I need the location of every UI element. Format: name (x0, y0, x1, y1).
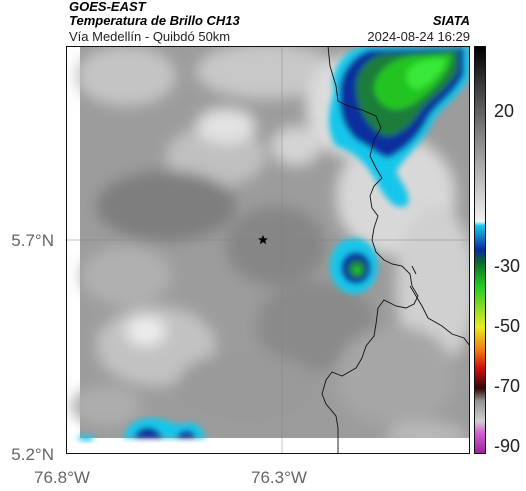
graticule (66, 46, 470, 454)
convective-cell-central (330, 238, 378, 294)
colorbar-label-m50: -50 (494, 316, 521, 336)
region-subtitle: Vía Medellín - Quibdó 50km (69, 29, 231, 44)
colorbar-label-20: 20 (494, 101, 515, 121)
star-icon (258, 235, 268, 245)
colorbar (474, 46, 486, 454)
organization-label: SIATA (432, 13, 470, 28)
lat-label-5-2: 5.2°N (11, 445, 54, 464)
satellite-map (66, 46, 470, 454)
colorbar-label-m70: -70 (494, 376, 521, 396)
satellite-label: GOES-EAST (69, 0, 146, 14)
convective-cell-northeast (329, 46, 470, 207)
lat-label-5-7: 5.7°N (11, 231, 54, 250)
convective-cell-southwest (78, 418, 206, 441)
political-boundaries (321, 46, 470, 454)
product-title: Temperatura de Brillo CH13 (69, 13, 240, 28)
timestamp-label: 2024-08-24 16:29 (367, 29, 470, 44)
colorbar-label-m30: -30 (494, 256, 521, 276)
lon-label-76-8: 76.8°W (34, 468, 90, 487)
lon-label-76-3: 76.3°W (251, 468, 307, 487)
colorbar-label-m90: -90 (494, 436, 521, 456)
